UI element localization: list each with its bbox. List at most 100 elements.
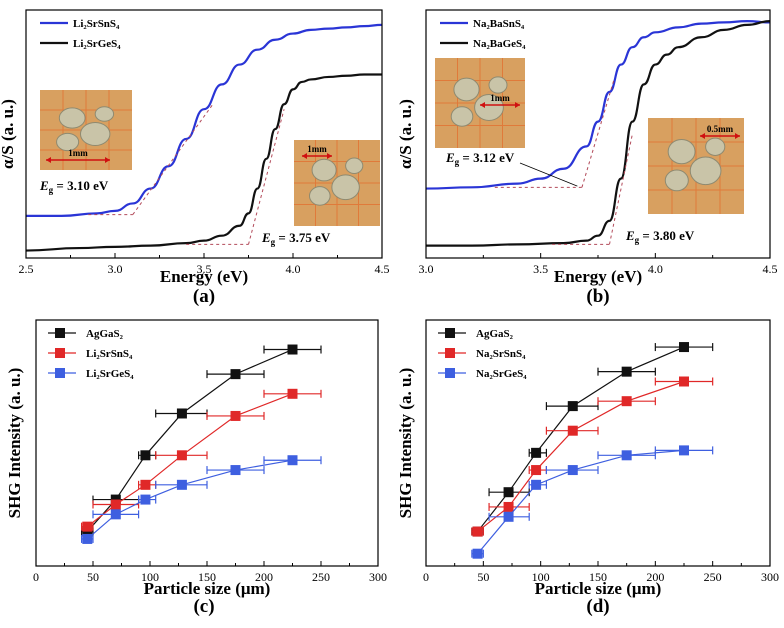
scale-bar-arrow <box>700 133 705 139</box>
crystal-sample <box>453 77 480 102</box>
x-tick-label: 3.5 <box>197 262 212 276</box>
panel-letter: (a) <box>193 286 215 307</box>
crystal-sample <box>311 158 337 182</box>
scale-bar-arrow <box>735 133 740 139</box>
legend-label: Na₂BaGeS₄ <box>473 38 526 50</box>
data-point <box>82 521 93 532</box>
scale-bar-label: 0.5mm <box>707 124 734 134</box>
crystal-sample <box>689 156 722 186</box>
data-point <box>110 499 121 510</box>
y-axis-label: SHG Intensity (a. u.) <box>5 368 24 519</box>
x-tick-label: 4.5 <box>763 262 778 276</box>
x-tick-label: 150 <box>589 570 607 584</box>
legend-label: Na₂BaSnS₄ <box>473 18 525 30</box>
crystal-sample <box>450 106 474 127</box>
panel-letter: (b) <box>586 286 609 307</box>
crystal-sample <box>667 139 696 165</box>
data-point <box>567 401 578 412</box>
data-point <box>567 425 578 436</box>
spectrum-line <box>425 20 771 247</box>
y-axis-label: α/S (a. u.) <box>396 99 415 169</box>
scale-bar-label: 1mm <box>68 148 88 158</box>
data-point <box>230 369 241 380</box>
tangent-line <box>248 109 285 245</box>
series-line <box>477 449 685 555</box>
x-axis-label: Energy (eV) <box>554 267 642 286</box>
scale-bar-arrow <box>327 153 332 159</box>
crystal-photo-inset <box>294 140 380 226</box>
crystal-photo-inset <box>648 118 744 214</box>
data-point <box>472 526 483 537</box>
data-point <box>176 450 187 461</box>
crystal-photo-inset <box>40 90 132 170</box>
y-axis-label: α/S (a. u.) <box>0 99 17 169</box>
data-point <box>567 465 578 476</box>
data-point <box>140 494 151 505</box>
x-tick-label: 150 <box>198 570 216 584</box>
data-point <box>531 479 542 490</box>
x-tick-label: 3.0 <box>419 262 434 276</box>
data-point <box>140 479 151 490</box>
legend-label: Na₂SrGeS₄ <box>476 368 527 380</box>
scale-bar-arrow <box>302 153 307 159</box>
legend-label: AgGaS₂ <box>476 328 514 340</box>
x-tick-label: 200 <box>646 570 664 584</box>
legend-swatch-marker <box>445 368 455 378</box>
x-axis-label: Particle size (μm) <box>535 579 662 598</box>
scale-bar-arrow <box>105 157 110 163</box>
legend-label: AgGaS₂ <box>86 328 124 340</box>
annotation-pointer <box>519 162 578 187</box>
data-point <box>531 447 542 458</box>
legend-swatch-marker <box>445 328 455 338</box>
crystal-sample <box>331 174 360 201</box>
data-point <box>531 465 542 476</box>
legend-label: Li₂SrSnS₄ <box>86 348 133 360</box>
scale-bar-label: 1mm <box>307 144 327 154</box>
x-tick-label: 50 <box>477 570 489 584</box>
x-tick-label: 250 <box>704 570 722 584</box>
data-point <box>230 410 241 421</box>
data-point <box>287 388 298 399</box>
x-tick-label: 3.0 <box>108 262 123 276</box>
x-tick-label: 4.5 <box>375 262 390 276</box>
legend-label: Na₂SrSnS₄ <box>476 348 526 360</box>
legend-label: Li₂SrGeS₄ <box>86 368 134 380</box>
series-line <box>477 346 685 532</box>
legend-label: Li₂SrSnS₄ <box>73 18 120 30</box>
scale-bar-label: 1mm <box>490 93 510 103</box>
crystal-sample <box>79 121 111 147</box>
legend-swatch-marker <box>445 348 455 358</box>
crystal-sample <box>58 107 86 129</box>
tangent-line <box>581 79 615 188</box>
spectrum-line <box>26 23 383 217</box>
x-tick-label: 100 <box>141 570 159 584</box>
data-point <box>82 533 93 544</box>
series-line <box>477 380 685 533</box>
data-point <box>679 445 689 456</box>
data-point <box>621 366 632 377</box>
data-point <box>110 509 121 520</box>
x-tick-label: 4.0 <box>286 262 301 276</box>
legend-swatch-marker <box>55 368 65 378</box>
crystal-sample <box>474 94 504 121</box>
data-point <box>679 342 689 353</box>
crystal-sample <box>308 186 331 206</box>
x-tick-label: 50 <box>87 570 99 584</box>
x-tick-label: 200 <box>255 570 273 584</box>
x-tick-label: 250 <box>312 570 330 584</box>
tangent-line <box>132 103 214 215</box>
x-tick-label: 4.0 <box>648 262 663 276</box>
band-gap-annotation: Eg = 3.75 eV <box>261 230 331 247</box>
crystal-sample <box>488 76 508 94</box>
legend-swatch-marker <box>55 348 65 358</box>
data-point <box>230 465 241 476</box>
scale-bar-arrow <box>515 102 520 108</box>
panel-c: AgGaS₂ Li₂SrSnS₄ Li₂SrGeS₄ 0 50 100 150 200 250 3… <box>5 319 387 617</box>
data-point <box>503 511 514 522</box>
spectrum-line <box>25 73 382 252</box>
x-axis-label: Energy (eV) <box>160 267 248 286</box>
data-point <box>503 487 514 498</box>
band-gap-annotation: Eg = 3.10 eV <box>39 178 109 195</box>
data-point <box>176 479 187 490</box>
